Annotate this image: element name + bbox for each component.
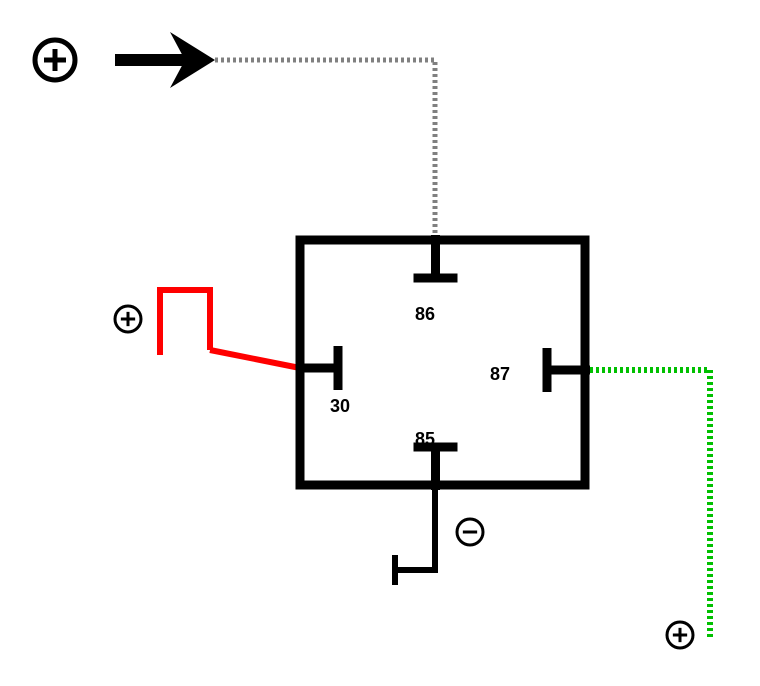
svg-text:87: 87 <box>490 364 510 384</box>
svg-text:86: 86 <box>415 304 435 324</box>
svg-text:30: 30 <box>330 396 350 416</box>
relay-wiring-diagram: 86 30 87 85 <box>0 0 760 686</box>
svg-text:85: 85 <box>415 429 435 449</box>
